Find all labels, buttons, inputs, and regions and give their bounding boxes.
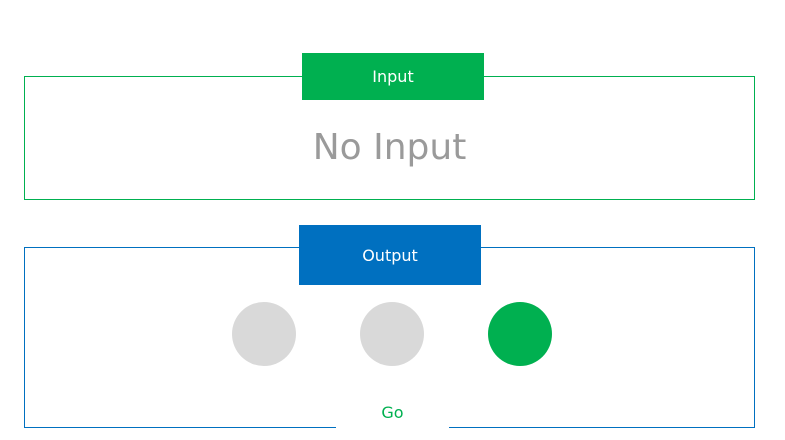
output-indicator-3 xyxy=(488,302,552,366)
go-status-label: Go xyxy=(336,392,449,432)
output-tab-label: Output xyxy=(362,245,418,265)
input-value-display: No Input xyxy=(312,127,467,168)
input-tab-label: Input xyxy=(372,67,414,86)
output-tab: Output xyxy=(299,225,481,285)
output-indicator-1 xyxy=(232,302,296,366)
output-indicator-2 xyxy=(360,302,424,366)
input-tab: Input xyxy=(302,53,484,100)
